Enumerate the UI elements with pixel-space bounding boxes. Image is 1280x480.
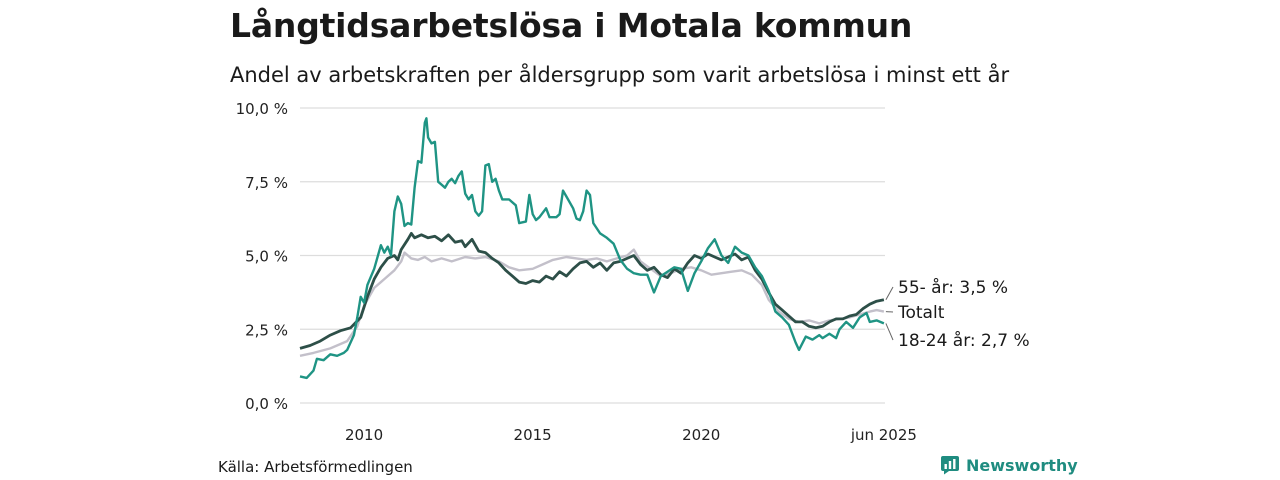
end-labels: Totalt 55- år: 3,5 % 18-24 år: 2,7 % [885,277,1030,351]
y-tick-label: 7,5 % [245,174,288,192]
x-tick-label: jun 2025 [850,426,917,444]
chart-subtitle: Andel av arbetskraften per åldersgrupp s… [230,63,1010,87]
y-tick-label: 10,0 % [236,100,288,118]
end-label-age_55_plus: 55- år: 3,5 % [898,277,1008,298]
brand-name: Newsworthy [966,455,1078,475]
y-tick-label: 2,5 % [245,321,288,339]
source-note: Källa: Arbetsförmedlingen [218,458,413,476]
series-line-age_18_24 [299,117,885,380]
x-tick-label: 2010 [345,426,383,444]
series-line-age_55_plus [299,232,885,350]
gridlines [300,107,885,404]
x-axis: 2010 2015 2020 jun 2025 [345,426,917,444]
end-label-age_18_24: 18-24 år: 2,7 % [898,330,1030,351]
x-tick-label: 2015 [514,426,552,444]
y-axis: 0,0 % 2,5 % 5,0 % 7,5 % 10,0 % [236,100,288,413]
chart-title: Långtidsarbetslösa i Motala kommun [230,6,913,45]
y-tick-label: 0,0 % [245,395,288,413]
y-tick-label: 5,0 % [245,248,288,266]
end-label-total: Totalt [897,303,945,323]
newsworthy-icon [941,456,959,475]
leader-line [885,323,894,341]
x-tick-label: 2020 [682,426,720,444]
series-line-total [299,248,885,357]
brand-logo: Newsworthy [940,455,1078,475]
series-lines [299,117,885,380]
leader-line [885,286,894,301]
